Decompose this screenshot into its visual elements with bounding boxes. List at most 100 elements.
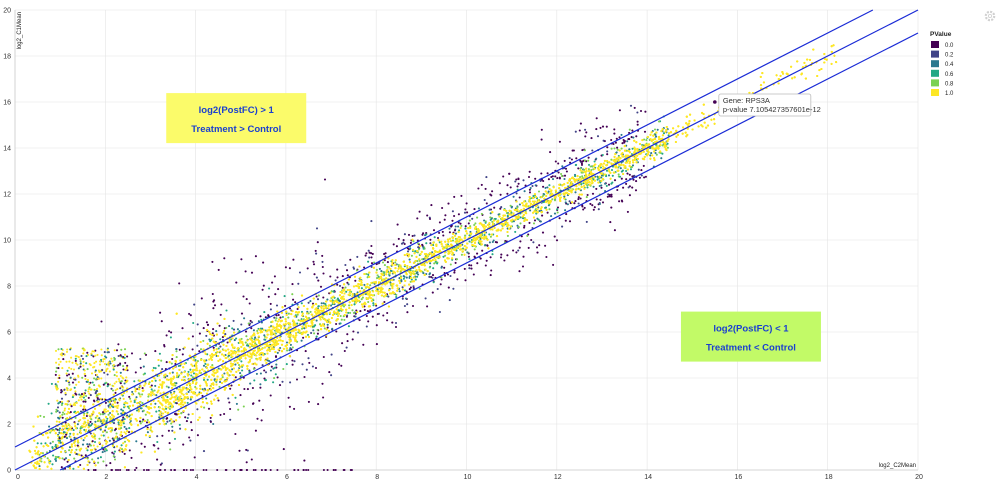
data-point	[476, 252, 479, 255]
data-point	[85, 362, 88, 365]
data-point	[91, 458, 94, 461]
data-point	[509, 186, 512, 189]
data-point	[616, 148, 619, 151]
data-point	[548, 184, 551, 187]
data-point	[146, 431, 149, 434]
data-point	[414, 278, 417, 281]
data-point	[193, 303, 196, 306]
data-point	[554, 160, 557, 163]
data-point	[587, 168, 590, 171]
data-point	[166, 374, 169, 378]
data-point	[63, 412, 66, 416]
data-point	[332, 290, 335, 293]
data-point	[320, 302, 323, 305]
data-point	[272, 381, 275, 384]
data-point	[58, 431, 61, 434]
data-point	[317, 294, 320, 297]
data-point	[406, 303, 409, 306]
data-point	[199, 348, 203, 351]
data-point	[367, 260, 370, 263]
data-point	[453, 271, 456, 274]
data-point	[141, 402, 144, 405]
data-point	[604, 182, 607, 185]
data-point	[632, 178, 635, 181]
data-point	[451, 210, 454, 213]
data-point	[506, 214, 509, 217]
data-point	[117, 421, 120, 424]
data-point	[587, 156, 590, 159]
data-point	[592, 185, 595, 188]
data-point	[182, 443, 185, 446]
data-point	[264, 379, 267, 382]
data-point	[534, 184, 537, 187]
data-point	[174, 401, 177, 404]
data-point	[198, 350, 201, 353]
data-point	[346, 333, 349, 336]
data-point	[206, 353, 209, 356]
data-point	[325, 335, 328, 338]
data-point	[355, 269, 358, 272]
data-point	[642, 164, 645, 167]
data-point	[218, 380, 222, 384]
data-point	[128, 449, 131, 452]
data-point	[227, 354, 231, 357]
data-point	[545, 255, 548, 259]
data-point	[129, 419, 132, 423]
data-point	[490, 269, 493, 272]
data-point	[364, 254, 367, 257]
data-point	[345, 290, 348, 293]
data-point	[293, 407, 296, 410]
data-point	[550, 215, 553, 218]
data-point	[630, 153, 633, 156]
data-point	[340, 318, 343, 321]
data-point	[438, 310, 441, 314]
data-point	[416, 260, 419, 263]
data-point	[583, 149, 586, 152]
data-point	[61, 413, 64, 416]
data-point	[261, 364, 264, 367]
data-point	[257, 320, 260, 323]
data-point	[442, 255, 445, 258]
data-point	[213, 299, 216, 302]
data-point	[409, 241, 412, 244]
data-point	[546, 211, 549, 214]
data-point	[315, 227, 319, 230]
data-point	[493, 206, 496, 209]
data-point	[206, 323, 209, 326]
data-point	[365, 314, 368, 318]
data-point	[130, 456, 133, 459]
data-point	[317, 279, 320, 282]
data-point	[470, 238, 473, 242]
data-point	[619, 167, 622, 170]
data-point	[166, 396, 169, 399]
data-point	[455, 249, 458, 252]
data-point	[131, 390, 134, 393]
data-point	[152, 443, 155, 447]
data-point	[430, 275, 433, 279]
data-point	[421, 258, 424, 261]
data-point	[523, 190, 526, 193]
data-point	[375, 343, 378, 346]
data-point	[428, 217, 432, 221]
data-point	[612, 142, 615, 146]
data-point	[260, 419, 263, 422]
data-point	[91, 381, 94, 384]
data-point	[598, 184, 601, 188]
data-point	[240, 323, 243, 326]
data-point	[82, 439, 85, 442]
data-point	[121, 409, 125, 412]
data-point	[616, 146, 619, 149]
data-point	[448, 299, 451, 302]
data-point	[361, 296, 364, 299]
data-point	[397, 237, 400, 240]
data-point	[312, 329, 315, 332]
data-point	[314, 366, 318, 370]
data-point	[593, 160, 596, 163]
y-axis-label: log2_C1Mean	[17, 12, 23, 49]
data-point	[303, 327, 306, 330]
data-point	[309, 310, 312, 313]
data-point	[156, 435, 159, 438]
data-point	[560, 172, 563, 176]
data-point	[291, 346, 294, 349]
data-point	[618, 109, 621, 112]
